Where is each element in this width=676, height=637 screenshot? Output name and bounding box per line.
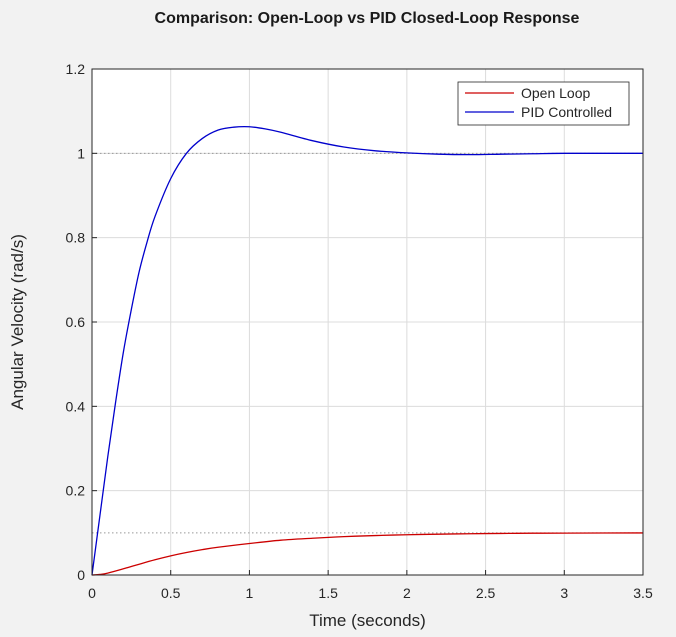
x-tick-label: 1.5	[318, 585, 338, 601]
x-tick-label: 0.5	[161, 585, 181, 601]
y-tick-label: 1	[77, 145, 85, 161]
y-tick-label: 1.2	[66, 61, 86, 77]
x-tick-label: 1	[246, 585, 254, 601]
legend-box	[457, 81, 630, 126]
legend-label-pid-controlled: PID Controlled	[521, 104, 612, 120]
series-line-open-loop	[91, 532, 644, 576]
series-layer	[91, 125, 644, 576]
x-tick-label: 0	[88, 585, 96, 601]
y-tick-label: 0.2	[66, 483, 86, 499]
tick-layer: 0 0.5 1 1.5 2 2.5 3 3.5 0 0.2 0.4 0.6 0.8 1 1.2	[66, 61, 653, 601]
y-tick-label: 0.4	[66, 398, 86, 414]
x-tick-label: 3	[560, 585, 568, 601]
y-axis-label: Angular Velocity (rad/s)	[8, 234, 27, 410]
legend-label-open-loop: Open Loop	[521, 85, 590, 101]
x-tick-label: 3.5	[633, 585, 653, 601]
x-tick-label: 2	[403, 585, 411, 601]
y-tick-label: 0.8	[66, 230, 86, 246]
y-tick-label: 0.6	[66, 314, 86, 330]
x-axis-label: Time (seconds)	[309, 611, 426, 630]
chart-title: Comparison: Open-Loop vs PID Closed-Loop…	[155, 10, 580, 27]
y-tick-label: 0	[77, 567, 85, 583]
series-line-pid-controlled	[91, 125, 644, 576]
legend: Open Loop PID Controlled	[457, 81, 630, 126]
x-tick-label: 2.5	[476, 585, 496, 601]
